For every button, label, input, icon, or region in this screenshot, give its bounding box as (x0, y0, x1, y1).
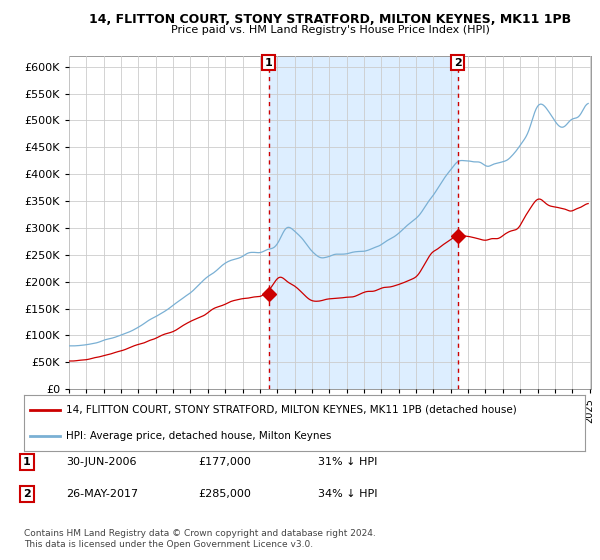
Bar (269, 56, 458, 389)
Text: Price paid vs. HM Land Registry's House Price Index (HPI): Price paid vs. HM Land Registry's House … (170, 25, 490, 35)
Text: 34% ↓ HPI: 34% ↓ HPI (318, 489, 377, 499)
Text: 1: 1 (265, 58, 272, 68)
Text: Contains HM Land Registry data © Crown copyright and database right 2024.
This d: Contains HM Land Registry data © Crown c… (24, 529, 376, 549)
Text: 14, FLITTON COURT, STONY STRATFORD, MILTON KEYNES, MK11 1PB (detached house): 14, FLITTON COURT, STONY STRATFORD, MILT… (66, 405, 517, 415)
Text: £177,000: £177,000 (198, 457, 251, 467)
Text: 1: 1 (23, 457, 31, 467)
Text: 2: 2 (23, 489, 31, 499)
Text: 14, FLITTON COURT, STONY STRATFORD, MILTON KEYNES, MK11 1PB: 14, FLITTON COURT, STONY STRATFORD, MILT… (89, 13, 571, 26)
Text: £285,000: £285,000 (198, 489, 251, 499)
Text: 2: 2 (454, 58, 461, 68)
Text: HPI: Average price, detached house, Milton Keynes: HPI: Average price, detached house, Milt… (66, 431, 331, 441)
Text: 30-JUN-2006: 30-JUN-2006 (66, 457, 137, 467)
Text: 26-MAY-2017: 26-MAY-2017 (66, 489, 138, 499)
Text: 31% ↓ HPI: 31% ↓ HPI (318, 457, 377, 467)
